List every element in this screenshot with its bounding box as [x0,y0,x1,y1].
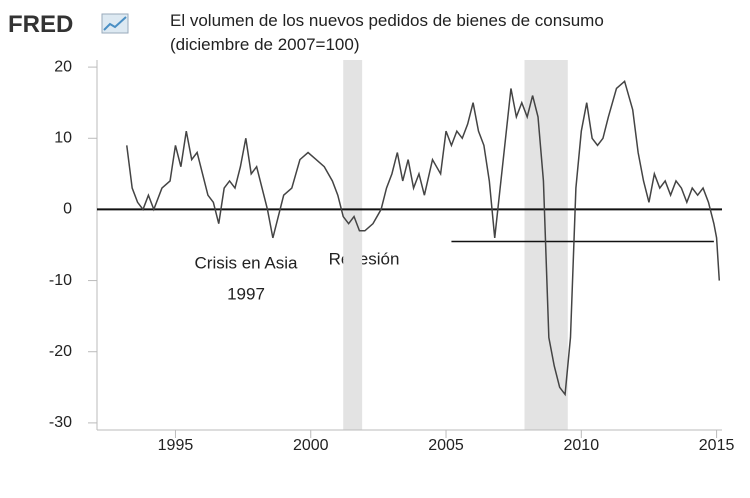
y-tick-label: -30 [49,414,72,431]
data-line [126,80,721,397]
y-tick-label: 10 [54,129,72,146]
annotation: Recesión [329,249,400,268]
annotation: 1997 [227,284,265,303]
y-tick-label: -10 [49,272,72,289]
recession-band [343,60,363,430]
chart-title: El volumen de los nuevos pedidos de bien… [170,11,604,30]
x-tick-label: 2000 [293,437,329,454]
x-tick-label: 1995 [158,437,194,454]
logo-icon [101,13,129,34]
y-tick-label: 20 [54,58,72,75]
y-tick-label: -20 [49,343,72,360]
x-tick-label: 2015 [699,437,735,454]
chart-subtitle: (diciembre de 2007=100) [170,35,359,54]
x-tick-label: 2010 [564,437,600,454]
x-tick-label: 2005 [428,437,464,454]
annotation: Crisis en Asia [195,253,299,272]
y-tick-label: 0 [63,201,72,218]
logo: FRED [8,11,73,38]
